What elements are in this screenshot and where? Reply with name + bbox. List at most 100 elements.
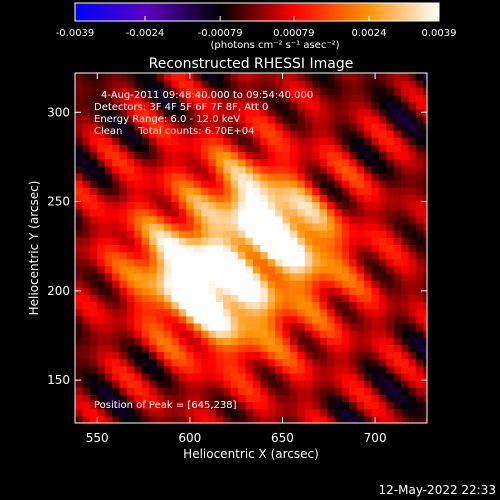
heatmap-cell	[104, 387, 113, 395]
heatmap-cell	[208, 187, 217, 195]
heatmap-cell	[282, 201, 291, 210]
heatmap-cell	[423, 80, 427, 88]
heatmap-cell	[408, 358, 417, 367]
heatmap-cell	[97, 323, 106, 331]
heatmap-cell	[341, 294, 350, 303]
heatmap-cell	[312, 187, 321, 195]
heatmap-cell	[260, 208, 269, 217]
heatmap-cell	[89, 294, 98, 303]
heatmap-cell	[326, 358, 335, 367]
heatmap-cell	[215, 201, 224, 210]
heatmap-cell	[364, 244, 372, 253]
heatmap-cell	[141, 287, 150, 295]
heatmap-cell	[156, 344, 165, 353]
heatmap-cell	[200, 230, 209, 238]
heatmap-cell	[423, 115, 427, 124]
heatmap-cell	[82, 365, 91, 374]
heatmap-cell	[245, 73, 254, 81]
heatmap-cell	[149, 101, 158, 110]
heatmap-cell	[156, 415, 165, 423]
heatmap-cell	[82, 273, 91, 281]
heatmap-cell	[378, 373, 387, 381]
heatmap-cell	[267, 223, 276, 231]
heatmap-cell	[282, 237, 291, 245]
heatmap-cell	[334, 173, 343, 181]
heatmap-cell	[312, 137, 321, 145]
heatmap-cell	[82, 408, 91, 417]
heatmap-cell	[312, 94, 321, 103]
heatmap-cell	[82, 237, 91, 245]
heatmap-cell	[178, 323, 187, 331]
heatmap-cell	[260, 394, 269, 403]
heatmap-cell	[156, 315, 165, 324]
heatmap-cell	[312, 287, 321, 295]
heatmap-cell	[238, 194, 246, 203]
heatmap-cell	[119, 323, 128, 331]
heatmap-cell	[319, 244, 328, 253]
heatmap-cell	[126, 415, 135, 423]
heatmap-cell	[356, 387, 365, 395]
heatmap-cell	[282, 251, 291, 260]
heatmap-cell	[223, 380, 232, 388]
heatmap-cell	[171, 244, 180, 253]
heatmap-cell	[134, 373, 143, 381]
heatmap-cell	[97, 415, 106, 423]
heatmap-cell	[193, 80, 202, 88]
heatmap-cell	[401, 258, 409, 267]
heatmap-cell	[156, 394, 165, 403]
heatmap-cell	[104, 415, 113, 423]
heatmap-cell	[267, 323, 276, 331]
heatmap-cell	[371, 351, 380, 360]
heatmap-cell	[297, 365, 306, 374]
heatmap-cell	[119, 330, 128, 338]
heatmap-cell	[149, 223, 158, 231]
heatmap-cell	[104, 165, 113, 174]
heatmap-cell	[119, 251, 128, 260]
heatmap-cell	[134, 287, 143, 295]
heatmap-cell	[75, 323, 83, 331]
heatmap-cell	[156, 258, 165, 267]
heatmap-cell	[423, 258, 427, 267]
heatmap-cell	[156, 358, 165, 367]
heatmap-cell	[334, 387, 343, 395]
heatmap-cell	[149, 265, 158, 274]
heatmap-cell	[223, 165, 232, 174]
heatmap-cell	[297, 80, 306, 88]
heatmap-cell	[75, 273, 83, 281]
heatmap-cell	[297, 323, 306, 331]
heatmap-cell	[75, 280, 83, 288]
heatmap-cell	[126, 215, 135, 224]
heatmap-cell	[156, 287, 165, 295]
heatmap-cell	[304, 208, 313, 217]
heatmap-cell	[297, 287, 306, 295]
heatmap-cell	[334, 130, 343, 138]
heatmap-cell	[319, 394, 328, 403]
heatmap-cell	[193, 258, 202, 267]
heatmap-cell	[238, 158, 246, 167]
heatmap-cell	[282, 87, 291, 95]
heatmap-cell	[423, 387, 427, 395]
heatmap-cell	[75, 151, 83, 160]
heatmap-cell	[104, 237, 113, 245]
heatmap-cell	[275, 87, 283, 95]
heatmap-cell	[252, 173, 261, 181]
heatmap-cell	[134, 130, 143, 138]
heatmap-cell	[193, 358, 202, 367]
heatmap-cell	[141, 294, 150, 303]
heatmap-cell	[349, 130, 358, 138]
heatmap-cell	[415, 151, 424, 160]
heatmap-cell	[386, 115, 395, 124]
heatmap-cell	[245, 273, 254, 281]
heatmap-cell	[312, 365, 321, 374]
heatmap-cell	[141, 201, 150, 210]
heatmap-cell	[312, 330, 321, 338]
heatmap-cell	[282, 80, 291, 88]
heatmap-cell	[215, 94, 224, 103]
heatmap-cell	[267, 123, 276, 131]
heatmap-cell	[112, 80, 120, 88]
heatmap-cell	[297, 258, 306, 267]
heatmap-cell	[171, 223, 180, 231]
heatmap-cell	[119, 373, 128, 381]
heatmap-cell	[415, 351, 424, 360]
heatmap-cell	[208, 101, 217, 110]
